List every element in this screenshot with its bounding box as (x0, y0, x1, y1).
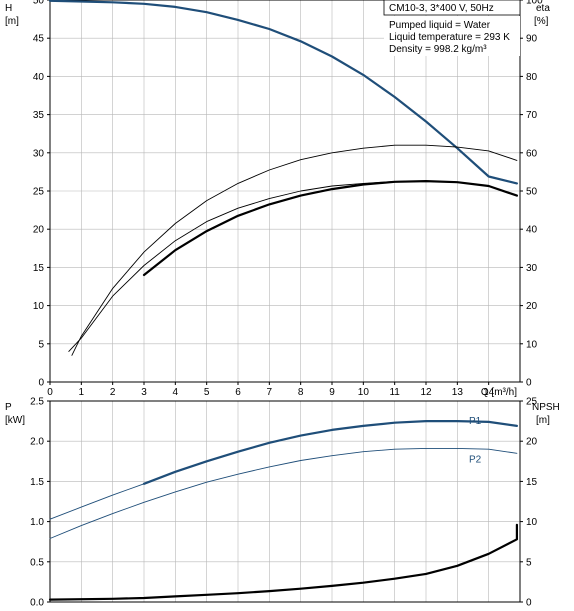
x-tick-label: 12 (420, 387, 432, 398)
npsh-axis-unit: [m] (536, 415, 550, 426)
power-npsh-right-tick-label: 15 (526, 477, 538, 488)
p2-series-label: P2 (469, 455, 482, 466)
head-eta-right-tick-label: 100 (526, 0, 543, 7)
x-tick-label: 7 (267, 387, 273, 398)
head-eta-left-tick-label: 40 (33, 72, 45, 83)
head-eta-left-tick-label: 5 (38, 339, 44, 350)
liquid-info-line: Pumped liquid = Water (389, 20, 491, 31)
head-eta-right-tick-label: 40 (526, 225, 538, 236)
head-eta-series-line-0 (48, 0, 518, 185)
power-npsh-right-tick-label: 5 (526, 557, 532, 568)
power-npsh-left-tick-label: 1.5 (30, 477, 44, 488)
power-npsh-right-tick-label: 25 (526, 397, 538, 408)
head-eta-left-tick-label: 30 (33, 148, 45, 159)
x-tick-label: 14 (483, 387, 495, 398)
x-tick-label: 0 (47, 387, 53, 398)
x-tick-label: 8 (298, 387, 304, 398)
head-eta-right-tick-label: 30 (526, 263, 538, 274)
power-npsh-right-tick-label: 10 (526, 517, 538, 528)
head-eta-series-line-1 (71, 144, 518, 356)
liquid-info-line: Liquid temperature = 293 K (389, 32, 510, 43)
power-npsh-series-line-3 (48, 523, 518, 601)
x-tick-label: 10 (358, 387, 370, 398)
power-npsh-plot-frame (49, 400, 521, 603)
power-npsh-series-line-1 (142, 420, 518, 485)
h-axis-name: H (5, 3, 12, 14)
power-npsh-left-tick-label: 2.5 (30, 397, 44, 408)
power-npsh-left-tick-label: 2.0 (30, 437, 44, 448)
eta-axis-name: eta (536, 3, 550, 14)
pump-model-box (383, 0, 521, 16)
head-eta-plot-frame (49, 0, 521, 383)
head-eta-left-tick-label: 50 (33, 0, 45, 7)
power-npsh-right-tick-label: 20 (526, 437, 538, 448)
x-tick-label: 4 (173, 387, 179, 398)
p-axis-unit: [kW] (5, 415, 25, 426)
head-eta-right-tick-label: 70 (526, 110, 538, 121)
head-eta-right-tick-label: 90 (526, 34, 538, 45)
x-tick-label: 3 (141, 387, 147, 398)
head-eta-right-tick-label: 50 (526, 187, 538, 198)
power-npsh-series-line-0 (49, 483, 145, 520)
power-npsh-left-tick-label: 0.0 (30, 598, 44, 609)
power-npsh-right-tick-label: 0 (526, 598, 532, 609)
x-tick-label: 1 (79, 387, 85, 398)
npsh-axis-name: NPSH (532, 402, 560, 413)
head-eta-right-tick-label: 80 (526, 72, 538, 83)
h-axis-unit: [m] (5, 16, 19, 27)
head-eta-series-line-3 (68, 180, 518, 352)
head-eta-left-tick-label: 20 (33, 225, 45, 236)
power-npsh-left-tick-label: 0.5 (30, 557, 44, 568)
head-eta-right-tick-label: 0 (526, 378, 532, 389)
x-axis-label: Q [m³/h] (481, 387, 517, 398)
liquid-info-box (384, 16, 520, 56)
head-eta-right-tick-label: 10 (526, 339, 538, 350)
x-tick-label: 9 (329, 387, 335, 398)
head-eta-right-tick-label: 20 (526, 301, 538, 312)
p1-series-label: P1 (469, 416, 482, 427)
liquid-info-line: Density = 998.2 kg/m³ (389, 44, 487, 55)
head-eta-left-tick-label: 25 (33, 187, 45, 198)
head-eta-series-line-2 (142, 180, 518, 277)
x-tick-label: 6 (235, 387, 241, 398)
head-eta-left-tick-label: 45 (33, 34, 45, 45)
head-eta-left-tick-label: 0 (38, 378, 44, 389)
head-eta-left-tick-label: 15 (33, 263, 45, 274)
eta-axis-unit: [%] (534, 16, 549, 27)
x-tick-label: 5 (204, 387, 210, 398)
power-npsh-series-line-2 (49, 447, 518, 539)
x-tick-label: 13 (452, 387, 464, 398)
power-npsh-left-tick-label: 1.0 (30, 517, 44, 528)
x-tick-label: 2 (110, 387, 116, 398)
x-tick-label: 11 (389, 387, 400, 398)
pump-model-text: CM10-3, 3*400 V, 50Hz (389, 3, 494, 14)
head-eta-right-tick-label: 60 (526, 148, 538, 159)
head-eta-left-tick-label: 10 (33, 301, 45, 312)
p-axis-name: P (5, 402, 12, 413)
head-eta-left-tick-label: 35 (33, 110, 45, 121)
